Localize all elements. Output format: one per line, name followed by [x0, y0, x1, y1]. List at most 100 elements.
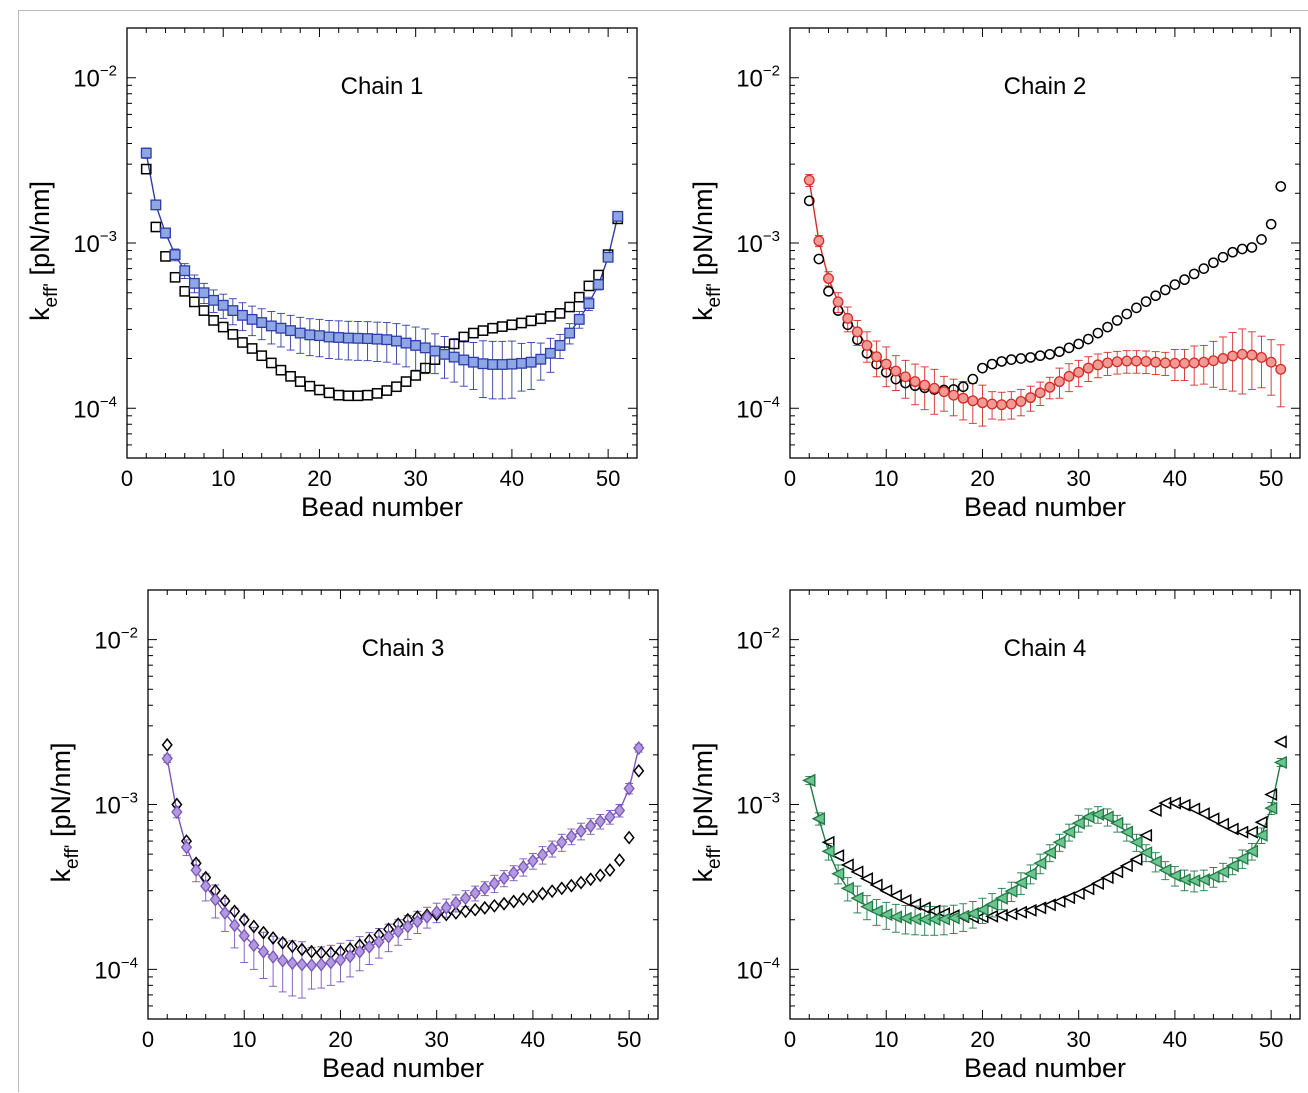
- reference-point: [198, 305, 210, 316]
- mean-point: [285, 325, 297, 337]
- reference-point: [352, 390, 364, 402]
- reference-point: [545, 310, 556, 322]
- mean-point: [535, 353, 547, 365]
- reference-point: [1236, 243, 1248, 255]
- x-tick-label: 20: [970, 1027, 994, 1052]
- mean-point: [248, 938, 260, 953]
- y-tick-label: 10−4: [73, 393, 117, 423]
- reference-point: [633, 763, 645, 778]
- mean-point: [315, 957, 327, 972]
- reference-point: [1129, 852, 1143, 866]
- mean-point: [1217, 353, 1229, 364]
- reference-point: [1244, 825, 1258, 839]
- mean-point: [565, 829, 578, 844]
- reference-point: [1196, 807, 1210, 821]
- reference-point: [1139, 828, 1153, 842]
- x-axis-label: Bead number: [322, 1053, 484, 1083]
- reference-point: [459, 904, 472, 919]
- mean-point: [1225, 859, 1239, 873]
- x-tick-label: 10: [874, 466, 898, 491]
- chart-title: Chain 2: [1004, 73, 1087, 100]
- reference-point: [217, 321, 229, 333]
- mean-point: [851, 326, 863, 338]
- mean-point: [831, 867, 845, 881]
- mean-point: [506, 358, 518, 370]
- plot-area: [802, 735, 1287, 936]
- mean-point: [237, 309, 248, 321]
- mean-point: [440, 900, 452, 915]
- mean-point: [975, 903, 989, 917]
- x-tick-label: 40: [1163, 466, 1187, 491]
- reference-point: [1188, 268, 1200, 280]
- reference-point: [294, 376, 306, 387]
- y-tick-label: 10−3: [736, 790, 780, 820]
- mean-point: [1023, 867, 1037, 881]
- plot-area: [803, 173, 1287, 427]
- mean-point: [813, 235, 825, 247]
- reference-point: [850, 865, 864, 879]
- reference-point: [840, 858, 854, 872]
- reference-point: [160, 251, 171, 262]
- reference-point: [594, 868, 606, 883]
- mean-point: [171, 805, 183, 820]
- reference-point: [498, 896, 510, 911]
- mean-point: [333, 332, 345, 343]
- reference-point: [1054, 346, 1065, 358]
- reference-point: [161, 737, 173, 752]
- reference-point: [479, 900, 491, 915]
- y-tick-label: 10−2: [736, 625, 780, 655]
- reference-point: [823, 285, 834, 297]
- mean-point: [419, 342, 431, 354]
- mean-point: [1198, 356, 1210, 368]
- mean-point: [612, 210, 624, 222]
- series-line: [145, 152, 619, 366]
- reference-point: [1052, 895, 1066, 909]
- reference-point: [1081, 882, 1095, 896]
- mean-point: [508, 865, 520, 880]
- reference-point: [927, 904, 941, 918]
- mean-point: [525, 356, 537, 368]
- series-line: [808, 180, 1282, 406]
- mean-point: [1013, 876, 1028, 890]
- reference-point: [623, 830, 635, 845]
- mean-point: [832, 296, 844, 308]
- reference-point: [1275, 181, 1287, 192]
- reference-point: [362, 389, 373, 401]
- mean-point: [850, 891, 864, 905]
- reference-point: [1140, 296, 1152, 307]
- mean-point: [294, 327, 306, 339]
- reference-point: [1090, 876, 1104, 890]
- mean-point: [488, 876, 501, 891]
- reference-point: [1062, 891, 1076, 905]
- mean-point: [1254, 828, 1268, 842]
- mean-point: [1004, 884, 1018, 898]
- chart-title: Chain 3: [362, 635, 445, 662]
- reference-point: [1217, 251, 1229, 263]
- mean-point: [1169, 357, 1181, 369]
- mean-point: [556, 835, 568, 850]
- mean-point: [342, 332, 354, 344]
- reference-point: [487, 322, 499, 334]
- mean-point: [1148, 855, 1162, 869]
- reference-point: [227, 329, 239, 340]
- chart-panel-4: 0 10 20 30 40 50 10−4 10−3 10−2 Chain 4 Bead numbe…: [688, 589, 1301, 1083]
- mean-point: [1235, 851, 1249, 866]
- mean-point: [965, 906, 980, 921]
- reference-point: [323, 387, 335, 399]
- reference-point: [967, 373, 979, 385]
- error-bar: [488, 340, 497, 400]
- mean-point: [392, 924, 404, 939]
- mean-point: [842, 312, 854, 324]
- chart-panel-3: 0 10 20 30 40 50 10−4 10−3 10−2 Chain 3 Bead numbe…: [46, 589, 659, 1083]
- reference-point: [1073, 338, 1085, 350]
- mean-point: [217, 299, 229, 311]
- x-axis-label: Bead number: [301, 492, 463, 522]
- error-bar: [507, 340, 516, 399]
- mean-point: [400, 337, 412, 349]
- mean-point: [362, 333, 374, 345]
- mean-point: [880, 358, 892, 370]
- y-tick-label: 10−4: [94, 954, 138, 984]
- mean-point: [1111, 356, 1123, 368]
- reference-point: [1159, 284, 1171, 296]
- mean-point: [594, 814, 606, 829]
